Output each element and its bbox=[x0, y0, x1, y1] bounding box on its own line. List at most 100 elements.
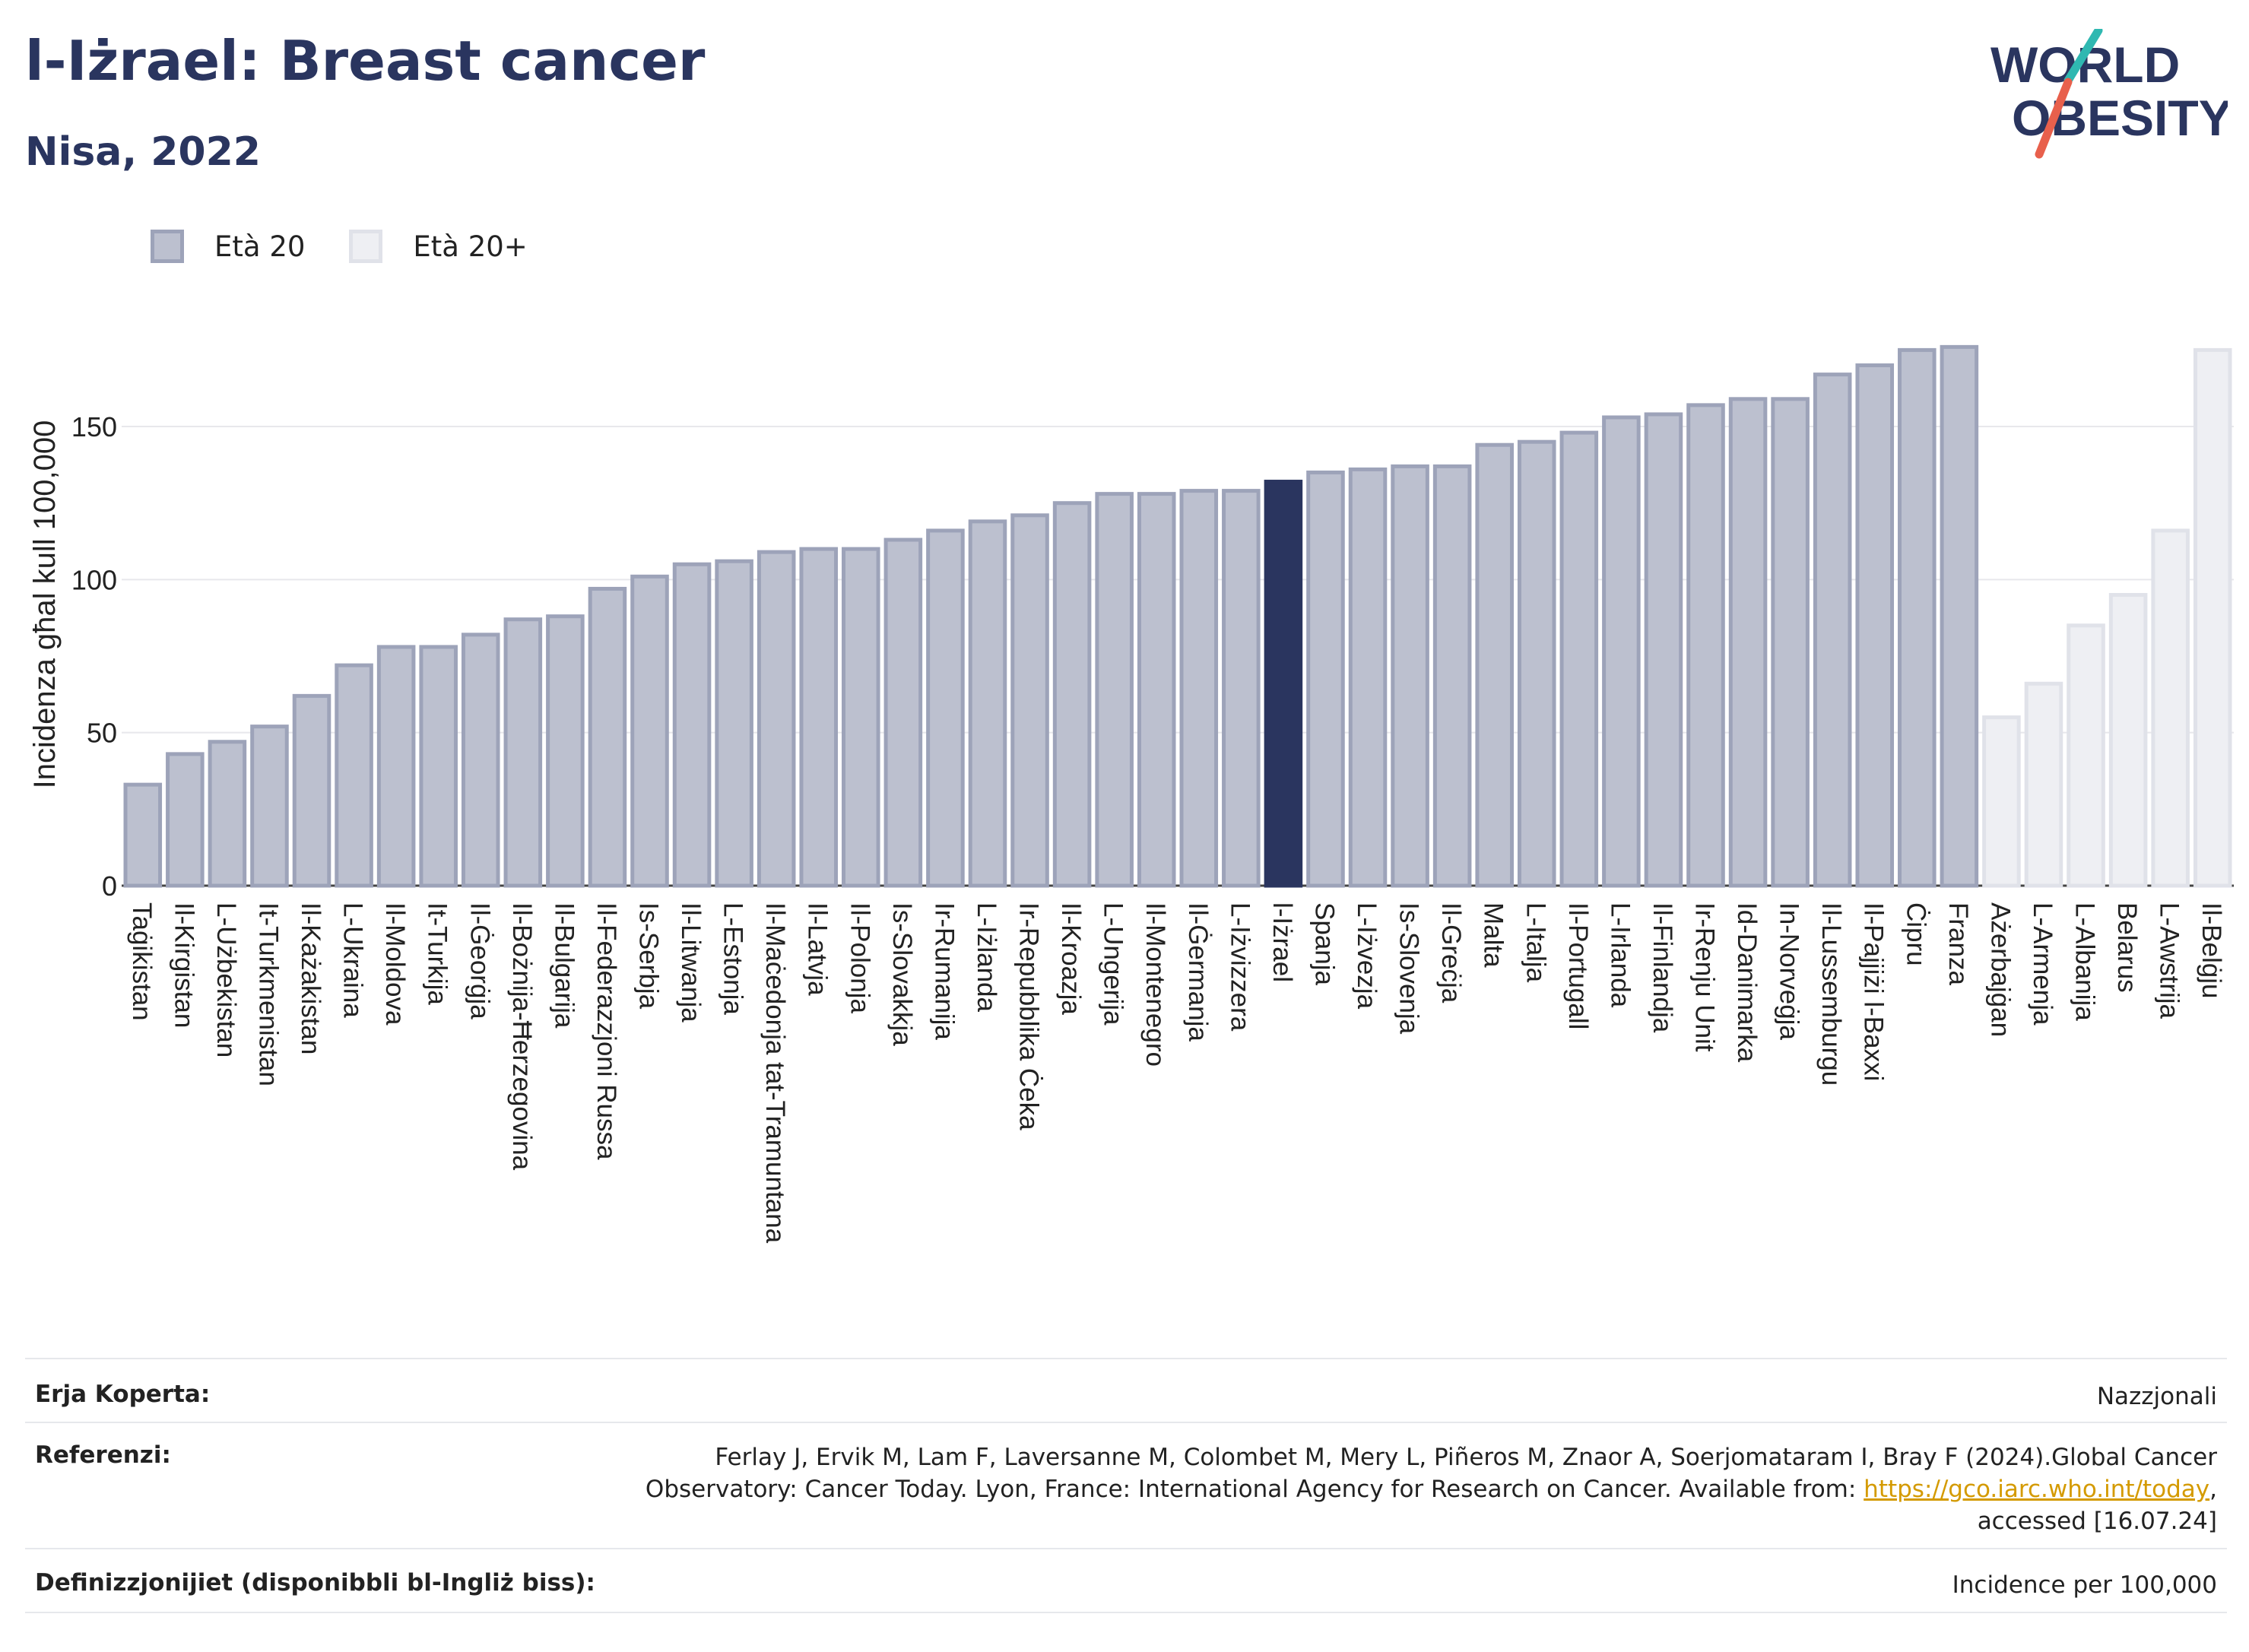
bar[interactable] bbox=[1052, 501, 1092, 888]
bar[interactable] bbox=[1475, 442, 1514, 888]
bar[interactable] bbox=[503, 617, 543, 888]
bar[interactable] bbox=[1432, 464, 1472, 888]
x-tick-label: L-Albanija bbox=[2070, 902, 2100, 1021]
bar[interactable] bbox=[630, 574, 669, 888]
bar[interactable] bbox=[1179, 489, 1219, 888]
x-tick-label: L-Italja bbox=[1521, 902, 1550, 983]
bar[interactable] bbox=[883, 537, 923, 888]
bar[interactable] bbox=[1813, 373, 1852, 888]
x-tick-label: Il-Finlandja bbox=[1648, 902, 1677, 1033]
bar[interactable] bbox=[2024, 681, 2063, 888]
footer-divider bbox=[25, 1548, 2227, 1549]
bar[interactable] bbox=[250, 725, 289, 888]
x-tick-label: L-Awstrija bbox=[2155, 902, 2184, 1019]
definitions-label: Definizzjonijiet (disponibbli bl-Ingliż … bbox=[35, 1569, 595, 1597]
bar[interactable] bbox=[715, 559, 753, 888]
x-tick-label: It-Turkija bbox=[423, 902, 452, 1005]
legend-label-age20: Età 20 bbox=[214, 230, 306, 263]
bar[interactable] bbox=[1855, 363, 1895, 888]
bar[interactable] bbox=[842, 547, 880, 888]
bar[interactable] bbox=[2108, 593, 2148, 888]
x-tick-label: Is-Serbja bbox=[634, 902, 664, 1010]
legend-item-age20plus[interactable]: Età 20+ bbox=[349, 230, 528, 263]
x-tick-label: L-Ungerija bbox=[1099, 902, 1128, 1026]
page-subtitle: Nisa, 2022 bbox=[25, 129, 261, 175]
bar[interactable] bbox=[1137, 492, 1176, 888]
bar[interactable] bbox=[1010, 513, 1049, 888]
bar[interactable] bbox=[1222, 489, 1261, 888]
bar[interactable] bbox=[1559, 430, 1599, 888]
x-tick-label: Il-Montenegro bbox=[1140, 902, 1170, 1067]
x-tick-label: L-Iżlanda bbox=[972, 902, 1001, 1013]
bar[interactable] bbox=[1898, 347, 1937, 888]
y-tick-label: 0 bbox=[102, 870, 117, 902]
logo-slash-red bbox=[2035, 78, 2073, 159]
x-tick-label: L-Użbekistan bbox=[211, 902, 241, 1057]
x-tick-label: Belarus bbox=[2112, 902, 2142, 993]
bar[interactable] bbox=[335, 663, 373, 888]
bar[interactable] bbox=[1264, 480, 1303, 888]
bar[interactable] bbox=[1728, 397, 1768, 888]
bar[interactable] bbox=[968, 519, 1007, 888]
bar[interactable] bbox=[208, 740, 247, 888]
references-label: Referenzi: bbox=[35, 1441, 171, 1469]
chart-bars bbox=[123, 344, 2232, 888]
bar[interactable] bbox=[672, 562, 712, 888]
y-axis-label: Incidenza għal kull 100,000 bbox=[28, 420, 62, 789]
bar[interactable] bbox=[292, 693, 331, 888]
x-tick-label: Spanja bbox=[1309, 902, 1339, 986]
references-value: Ferlay J, Ervik M, Lam F, Laversanne M, … bbox=[646, 1441, 2217, 1537]
bar[interactable] bbox=[1306, 470, 1345, 888]
x-tick-label: Il-Polonja bbox=[845, 902, 874, 1013]
x-tick-label: Taġikistan bbox=[127, 902, 157, 1021]
bar[interactable] bbox=[2067, 623, 2105, 888]
world-obesity-logo: WORLD OBESITY bbox=[1990, 29, 2228, 159]
bar[interactable] bbox=[2193, 347, 2232, 888]
bar[interactable] bbox=[546, 614, 585, 888]
x-tick-label: In-Norveġja bbox=[1775, 902, 1804, 1040]
y-tick-label: 50 bbox=[87, 718, 117, 749]
x-tick-label: Il-Latvja bbox=[803, 902, 833, 996]
x-tick-label: Il-Lussemburgu bbox=[1816, 902, 1846, 1086]
x-tick-label: Il-Ġeorġja bbox=[465, 902, 494, 1019]
bar[interactable] bbox=[461, 633, 500, 888]
x-tick-label: L-Irlanda bbox=[1605, 902, 1635, 1008]
bar[interactable] bbox=[926, 528, 965, 888]
bar[interactable] bbox=[1348, 467, 1388, 888]
footer-divider bbox=[25, 1358, 2227, 1359]
bar[interactable] bbox=[1982, 715, 2021, 888]
bar[interactable] bbox=[588, 586, 627, 888]
x-tick-label: Il-Kirgistan bbox=[169, 902, 198, 1028]
legend-swatch-age20plus bbox=[349, 230, 383, 263]
bar[interactable] bbox=[1391, 464, 1429, 888]
bar[interactable] bbox=[376, 645, 416, 888]
bar[interactable] bbox=[1644, 412, 1683, 888]
bar[interactable] bbox=[2151, 528, 2190, 888]
bar[interactable] bbox=[757, 550, 796, 888]
bar[interactable] bbox=[1095, 492, 1134, 888]
bar[interactable] bbox=[799, 547, 839, 888]
x-tick-label: L-Ukraina bbox=[338, 902, 368, 1018]
x-tick-label: Il-Każakistan bbox=[296, 902, 325, 1054]
bar[interactable] bbox=[123, 782, 163, 888]
x-tick-label: Ir-Renju Unit bbox=[1690, 902, 1720, 1052]
x-axis-labels: Taġikistan Il-Kirgistan L-Użbekistan It-Tur… bbox=[127, 902, 2226, 1244]
bar[interactable] bbox=[419, 645, 458, 888]
x-tick-label: Malta bbox=[1479, 902, 1508, 968]
bar[interactable] bbox=[1940, 344, 1979, 888]
references-link[interactable]: https://gco.iarc.who.int/today bbox=[1864, 1476, 2210, 1503]
legend-item-age20[interactable]: Età 20 bbox=[151, 230, 305, 263]
x-tick-label: L-Iżvezja bbox=[1352, 902, 1381, 1010]
bar[interactable] bbox=[1602, 415, 1641, 888]
references-line-1: Ferlay J, Ervik M, Lam F, Laversanne M, … bbox=[715, 1444, 2217, 1471]
x-tick-label: Il-Moldova bbox=[380, 902, 410, 1026]
x-tick-label: Is-Slovenja bbox=[1394, 902, 1424, 1035]
x-tick-label: Ċipru bbox=[1901, 902, 1930, 966]
x-tick-label: Il-Litwanja bbox=[676, 902, 706, 1023]
x-tick-label: Il-Pajjiżi l-Baxxi bbox=[1859, 902, 1889, 1081]
bar[interactable] bbox=[1517, 439, 1556, 888]
bar[interactable] bbox=[166, 752, 205, 888]
bar[interactable] bbox=[1686, 403, 1725, 888]
legend-swatch-age20 bbox=[151, 230, 184, 263]
bar[interactable] bbox=[1771, 397, 1810, 888]
